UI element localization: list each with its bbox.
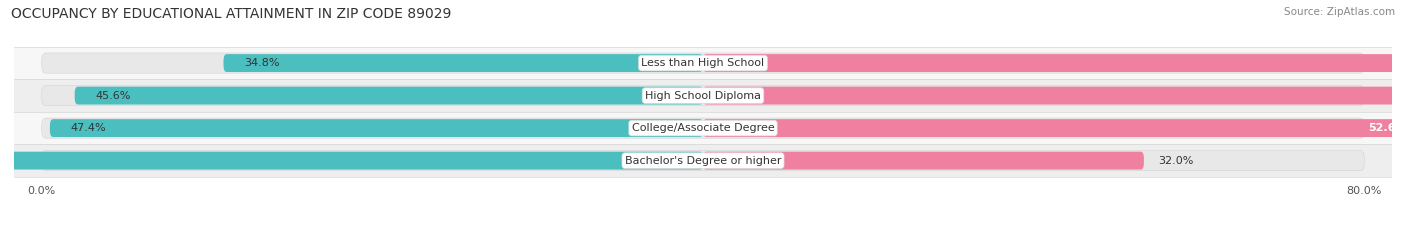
FancyBboxPatch shape [42, 86, 1364, 106]
Text: 54.4%: 54.4% [1393, 91, 1406, 101]
FancyBboxPatch shape [703, 119, 1406, 137]
FancyBboxPatch shape [0, 152, 703, 170]
Text: Less than High School: Less than High School [641, 58, 765, 68]
Text: OCCUPANCY BY EDUCATIONAL ATTAINMENT IN ZIP CODE 89029: OCCUPANCY BY EDUCATIONAL ATTAINMENT IN Z… [11, 7, 451, 21]
FancyBboxPatch shape [75, 87, 703, 105]
Bar [14, 79, 1392, 112]
Text: College/Associate Degree: College/Associate Degree [631, 123, 775, 133]
Text: 47.4%: 47.4% [70, 123, 107, 133]
Text: 32.0%: 32.0% [1157, 156, 1194, 166]
FancyBboxPatch shape [42, 118, 1364, 138]
FancyBboxPatch shape [224, 54, 703, 72]
Bar [14, 144, 1392, 177]
Text: 52.6%: 52.6% [1368, 123, 1406, 133]
FancyBboxPatch shape [703, 87, 1406, 105]
Bar [14, 112, 1392, 144]
Text: 45.6%: 45.6% [96, 91, 131, 101]
FancyBboxPatch shape [703, 54, 1406, 72]
Text: Source: ZipAtlas.com: Source: ZipAtlas.com [1284, 7, 1395, 17]
FancyBboxPatch shape [49, 119, 703, 137]
FancyBboxPatch shape [703, 152, 1144, 170]
Text: High School Diploma: High School Diploma [645, 91, 761, 101]
FancyBboxPatch shape [42, 151, 1364, 171]
Text: Bachelor's Degree or higher: Bachelor's Degree or higher [624, 156, 782, 166]
Text: 34.8%: 34.8% [245, 58, 280, 68]
Bar [14, 47, 1392, 79]
FancyBboxPatch shape [42, 53, 1364, 73]
